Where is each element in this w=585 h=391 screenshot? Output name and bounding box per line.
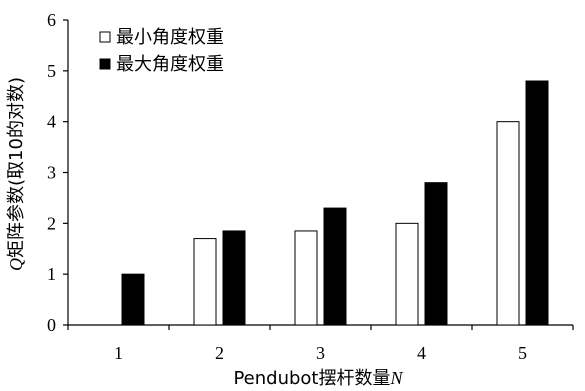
bar-min-weight-3 <box>294 230 318 326</box>
y-tick-label: 5 <box>47 61 56 81</box>
x-axis-label: Pendubot摆杆数量N <box>233 368 403 389</box>
legend-swatch-max-weight <box>99 58 111 70</box>
y-tick-label: 6 <box>47 10 56 30</box>
bar-max-weight-2 <box>222 230 246 326</box>
y-axis-label-symbol: Q <box>6 258 26 271</box>
y-tick-label: 3 <box>47 163 56 183</box>
x-tick-label: 4 <box>417 343 426 363</box>
bar-max-weight-4 <box>424 182 448 326</box>
x-axis-label-main: Pendubot摆杆数量 <box>233 368 390 389</box>
x-tick-label: 3 <box>316 343 325 363</box>
y-axis-label-main: 矩阵参数(取10的对数) <box>6 77 27 258</box>
x-axis-label-symbol: N <box>390 368 404 388</box>
y-axis: 0 1 2 3 4 5 6 <box>47 10 69 335</box>
legend-label-min-weight: 最小角度权重 <box>116 27 224 48</box>
y-tick-label: 4 <box>47 112 56 132</box>
bar-max-weight-3 <box>323 207 347 326</box>
legend: 最小角度权重 最大角度权重 <box>99 27 224 75</box>
bar-min-weight-4 <box>395 222 419 326</box>
x-axis: 1 2 3 4 5 <box>67 324 574 363</box>
bar-max-weight-1 <box>121 273 145 326</box>
x-tick-label: 1 <box>114 343 123 363</box>
bar-min-weight-2 <box>193 238 217 326</box>
bar-min-weight-5 <box>496 121 520 326</box>
x-tick-label: 2 <box>215 343 224 363</box>
legend-label-max-weight: 最大角度权重 <box>116 54 224 75</box>
y-axis-label: Q矩阵参数(取10的对数) <box>6 77 27 271</box>
y-tick-label: 2 <box>47 213 56 233</box>
bar-max-weight-5 <box>525 80 549 326</box>
y-tick-label: 1 <box>47 264 56 284</box>
legend-swatch-min-weight <box>99 31 111 43</box>
x-tick-label: 5 <box>518 343 527 363</box>
y-tick-label: 0 <box>47 315 56 335</box>
bars <box>121 80 549 326</box>
